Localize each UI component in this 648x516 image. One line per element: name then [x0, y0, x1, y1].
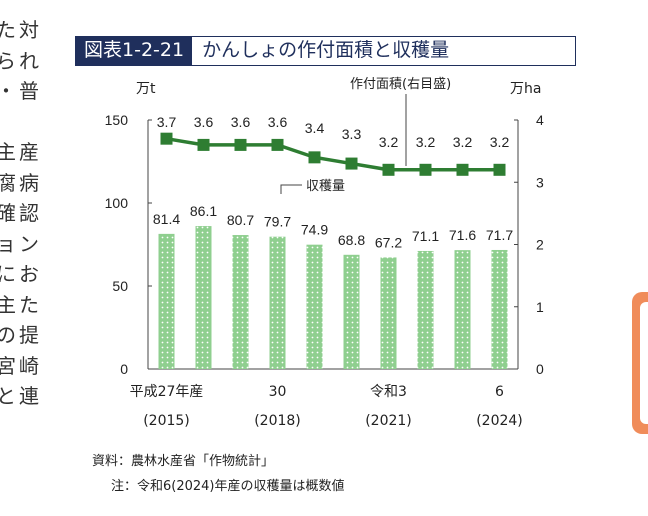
bar-value-label: 74.9 [301, 222, 328, 238]
bar-value-label: 80.7 [227, 212, 254, 228]
x-tick-year-label: (2021) [365, 413, 412, 429]
side-text-line: た対 [0, 18, 42, 42]
bar-value-label: 79.7 [264, 214, 291, 230]
line-point-marker [234, 138, 247, 151]
line-value-label: 3.2 [453, 134, 473, 150]
x-tick-era-label: 令和3 [370, 384, 407, 400]
right-tick-label: 4 [536, 112, 544, 128]
side-text-line: 主た [0, 292, 42, 317]
right-tick-label: 3 [536, 174, 544, 190]
bar-harvest [306, 244, 323, 369]
bar-value-label: 68.8 [338, 232, 365, 248]
bar-harvest [454, 250, 471, 369]
line-value-label: 3.4 [305, 120, 325, 136]
bar-value-label: 71.6 [449, 227, 476, 243]
x-tick-era-label: 6 [495, 384, 504, 400]
right-tick-label: 0 [536, 361, 544, 377]
left-tick-label: 50 [112, 278, 128, 294]
left-axis-unit: 万t [136, 81, 156, 97]
figure-tag: 図表1-2-21 [76, 37, 193, 65]
legend-harvest-leader [280, 184, 302, 194]
source-note: 資料：農林水産省「作物統計」 [92, 454, 275, 469]
line-point-marker [345, 157, 358, 170]
side-text-line: にお [0, 262, 42, 286]
line-point-marker [419, 163, 432, 176]
figure-title: かんしょの作付面積と収穫量 [202, 39, 450, 61]
line-point-marker [382, 163, 395, 176]
line-point-marker [456, 163, 469, 176]
line-value-label: 3.3 [342, 126, 362, 142]
figure-title-box: 図表1-2-21 かんしょの作付面積と収穫量 [75, 36, 576, 66]
line-value-label: 3.2 [490, 134, 510, 150]
line-point-marker [493, 163, 506, 176]
x-tick-era-label: 平成27年産 [130, 384, 204, 400]
side-text-line: と連 [0, 384, 42, 408]
line-value-label: 3.2 [416, 134, 436, 150]
line-point-marker [308, 151, 321, 164]
line-value-label: 3.6 [231, 114, 251, 130]
line-value-label: 3.7 [157, 114, 177, 130]
bar-value-label: 67.2 [375, 234, 402, 250]
bar-value-label: 81.4 [153, 211, 180, 227]
legend-harvest-label: 収穫量 [306, 179, 345, 194]
side-text-line: られ [0, 48, 42, 73]
line-value-label: 3.6 [268, 114, 288, 130]
line-point-marker [160, 132, 173, 145]
line-point-marker [271, 138, 284, 151]
line-value-label: 3.2 [379, 134, 399, 150]
side-text-line: ョン [0, 231, 42, 256]
side-text-line: 確認 [0, 201, 42, 225]
bar-value-label: 71.1 [412, 228, 439, 244]
side-text-line: 宮崎 [0, 353, 42, 378]
side-text-line: ・普 [0, 79, 42, 103]
left-tick-label: 100 [105, 195, 129, 211]
x-tick-era-label: 30 [269, 384, 287, 400]
bar-harvest [269, 236, 286, 369]
side-text-line: 腐病 [0, 170, 42, 195]
line-point-marker [197, 138, 210, 151]
bar-harvest [232, 235, 249, 369]
left-tick-label: 150 [105, 112, 129, 128]
area-line [166, 136, 500, 172]
bar-harvest [195, 226, 212, 369]
bar-value-label: 86.1 [190, 203, 217, 219]
bar-harvest [158, 233, 175, 369]
x-tick-year-label: (2015) [143, 413, 190, 429]
orange-side-tab-inner [640, 302, 648, 424]
x-tick-year-label: (2024) [476, 413, 523, 429]
footnote: 注：令和6(2024)年産の収穫量は概数値 [111, 479, 345, 494]
side-text-line: の提 [0, 323, 42, 347]
bar-harvest [417, 250, 434, 369]
legend-area-label: 作付面積(右目盛) [350, 77, 451, 92]
bar-harvest [491, 249, 508, 369]
right-tick-label: 2 [536, 237, 544, 253]
side-text-line: 主産 [0, 140, 42, 164]
x-tick-year-label: (2018) [254, 413, 301, 429]
right-tick-label: 1 [536, 299, 544, 315]
bar-value-label: 71.7 [486, 227, 513, 243]
right-axis-unit: 万ha [510, 81, 541, 97]
bar-harvest [343, 254, 360, 369]
left-tick-label: 0 [120, 361, 128, 377]
bar-harvest [380, 257, 397, 369]
line-value-label: 3.6 [194, 114, 214, 130]
